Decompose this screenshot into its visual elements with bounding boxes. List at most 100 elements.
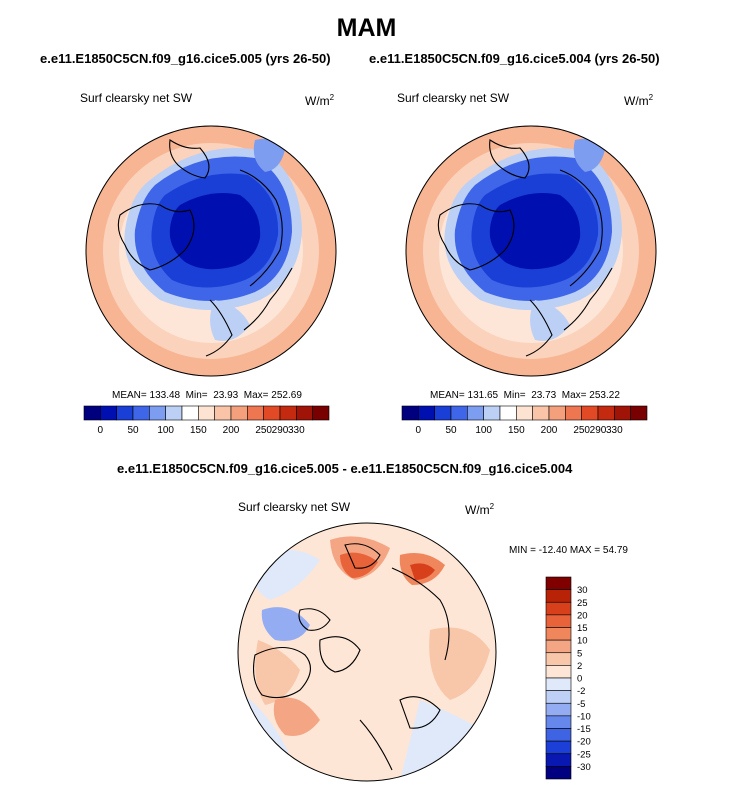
diff-colorbar-swatch bbox=[545, 753, 572, 767]
diff-colorbar-swatch bbox=[545, 740, 572, 755]
diff-colorbar-tick-label: 2 bbox=[577, 661, 582, 672]
diff-colorbar-tick-label: 20 bbox=[577, 610, 588, 621]
right-colorbar-swatch bbox=[548, 405, 566, 421]
right-polar-map bbox=[405, 125, 657, 377]
right-colorbar-swatch bbox=[483, 405, 501, 421]
left-colorbar-swatch bbox=[100, 405, 117, 421]
right-colorbar-swatch bbox=[532, 405, 550, 421]
right-min-value: 23.73 bbox=[531, 390, 557, 401]
case-a-title: e.e11.E1850C5CN.f09_g16.cice5.005 (yrs 2… bbox=[40, 51, 331, 66]
right-mean-value: 131.65 bbox=[467, 390, 499, 401]
diff-colorbar-swatch bbox=[545, 715, 572, 729]
diff-colorbar-swatch bbox=[545, 665, 572, 679]
right-units-label: W/m2 bbox=[624, 93, 654, 108]
right-colorbar-swatch bbox=[630, 405, 648, 421]
left-colorbar-swatch bbox=[132, 405, 150, 421]
left-stats: MEAN= 133.48 Min= 23.93 Max= 252.69 bbox=[112, 390, 302, 401]
diff-colorbar-swatch bbox=[545, 614, 572, 628]
diff-colorbar-tick-label: 0 bbox=[577, 674, 582, 685]
diff-colorbar-tick-label: -20 bbox=[577, 737, 591, 748]
left-mean-value: 133.48 bbox=[149, 390, 181, 401]
diff-colorbar-swatch bbox=[545, 690, 572, 704]
right-colorbar-swatch bbox=[614, 405, 631, 421]
left-colorbar-tick-label: 330 bbox=[288, 425, 305, 436]
right-colorbar-tick-label: 330 bbox=[606, 425, 623, 436]
right-colorbar-tick-label: 50 bbox=[445, 425, 457, 436]
left-min-value: 23.93 bbox=[213, 390, 239, 401]
diff-colorbar-swatch bbox=[545, 589, 572, 603]
left-polar-map bbox=[85, 125, 337, 377]
difference-polar-map bbox=[237, 522, 497, 782]
left-variable-label: Surf clearsky net SW bbox=[80, 91, 193, 105]
left-colorbar-swatch bbox=[149, 405, 166, 421]
diff-colorbar-swatch bbox=[545, 639, 572, 654]
diff-colorbar-tick-label: -10 bbox=[577, 711, 591, 722]
diff-colorbar-swatch bbox=[545, 702, 572, 717]
left-colorbar-tick-label: 250 bbox=[255, 425, 272, 436]
left-colorbar-swatch bbox=[279, 405, 297, 421]
diff-variable-label: Surf clearsky net SW bbox=[238, 500, 351, 514]
left-colorbar-tick-label: 50 bbox=[127, 425, 139, 436]
left-colorbar-swatch bbox=[116, 405, 134, 421]
left-colorbar-swatch bbox=[247, 405, 264, 421]
left-colorbar-swatch bbox=[230, 405, 248, 421]
diff-colorbar-swatch bbox=[545, 576, 572, 590]
left-colorbar-tick-label: 100 bbox=[157, 425, 174, 436]
right-colorbar-swatch bbox=[499, 405, 517, 421]
right-colorbar-swatch bbox=[581, 405, 599, 421]
right-colorbar-tick-label: 250 bbox=[573, 425, 590, 436]
diff-colorbar-tick-label: -30 bbox=[577, 762, 591, 773]
diff-colorbar-swatch bbox=[545, 766, 572, 780]
right-colorbar-swatch bbox=[418, 405, 435, 421]
right-colorbar-tick-label: 200 bbox=[541, 425, 558, 436]
left-colorbar-swatch bbox=[214, 405, 232, 421]
diff-colorbar-tick-label: 5 bbox=[577, 648, 582, 659]
diff-colorbar-swatch bbox=[545, 677, 572, 691]
right-colorbar-swatch bbox=[565, 405, 582, 421]
left-colorbar-tick-label: 0 bbox=[98, 425, 104, 436]
diff-colorbar-tick-label: -15 bbox=[577, 724, 591, 735]
left-colorbar-tick-label: 150 bbox=[190, 425, 207, 436]
right-colorbar-tick-label: 290 bbox=[590, 425, 607, 436]
left-colorbar-swatch bbox=[181, 405, 199, 421]
diff-colorbar-swatch bbox=[545, 627, 572, 641]
left-colorbar-swatch bbox=[296, 405, 313, 421]
left-colorbar-tick-label: 290 bbox=[272, 425, 289, 436]
diff-colorbar-tick-label: 25 bbox=[577, 598, 588, 609]
right-colorbar-swatch bbox=[467, 405, 484, 421]
right-colorbar-swatch bbox=[450, 405, 468, 421]
diff-colorbar-tick-label: -5 bbox=[577, 699, 585, 710]
diff-colorbar-swatch bbox=[545, 652, 572, 666]
diff-colorbar-tick-label: 10 bbox=[577, 636, 588, 647]
case-b-title: e.e11.E1850C5CN.f09_g16.cice5.004 (yrs 2… bbox=[369, 51, 660, 66]
diff-stats: MIN = -12.40 MAX = 54.79 bbox=[509, 545, 628, 556]
diff-colorbar-tick-label: 15 bbox=[577, 623, 588, 634]
right-colorbar-tick-label: 100 bbox=[475, 425, 492, 436]
left-colorbar: 0 50 100 150 200 250 290 330 bbox=[83, 405, 330, 436]
right-colorbar-tick-label: 0 bbox=[416, 425, 422, 436]
right-colorbar-swatch bbox=[401, 405, 419, 421]
diff-colorbar-swatch bbox=[545, 728, 572, 742]
right-colorbar-tick-label: 150 bbox=[508, 425, 525, 436]
diff-units-label: W/m2 bbox=[465, 502, 495, 517]
left-colorbar-swatch bbox=[165, 405, 183, 421]
diff-colorbar-tick-label: 30 bbox=[577, 585, 588, 596]
right-colorbar: 0 50 100 150 200 250 290 330 bbox=[401, 405, 648, 436]
left-colorbar-swatch bbox=[263, 405, 281, 421]
right-colorbar-swatch bbox=[516, 405, 533, 421]
left-colorbar-swatch bbox=[312, 405, 330, 421]
diff-colorbar-tick-label: -25 bbox=[577, 749, 591, 760]
diff-title: e.e11.E1850C5CN.f09_g16.cice5.005 - e.e1… bbox=[117, 461, 573, 476]
right-colorbar-swatch bbox=[597, 405, 615, 421]
diff-colorbar-swatch bbox=[545, 601, 572, 616]
right-variable-label: Surf clearsky net SW bbox=[397, 91, 510, 105]
right-colorbar-swatch bbox=[434, 405, 452, 421]
left-max-value: 252.69 bbox=[271, 390, 302, 401]
right-max-value: 253.22 bbox=[589, 390, 620, 401]
left-units-label: W/m2 bbox=[305, 93, 335, 108]
diff-colorbar-tick-label: -2 bbox=[577, 686, 585, 697]
left-colorbar-tick-label: 200 bbox=[223, 425, 240, 436]
right-stats: MEAN= 131.65 Min= 23.73 Max= 253.22 bbox=[430, 390, 620, 401]
